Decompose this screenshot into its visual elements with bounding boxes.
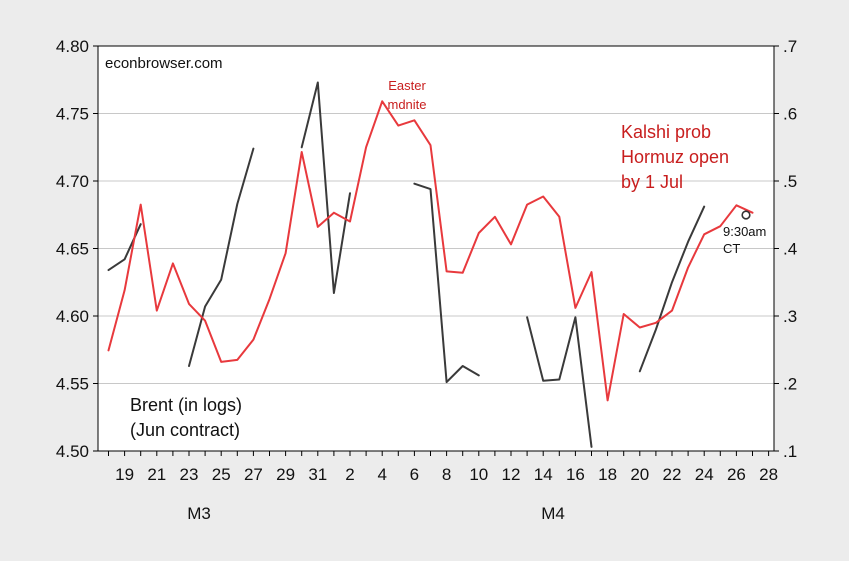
y-axis-left: 4.50 4.55 4.60 4.65 4.70 4.75 4.80 xyxy=(56,37,89,461)
y-left-tick-label: 4.75 xyxy=(56,105,89,124)
y-right-tick-label: .3 xyxy=(783,307,797,326)
y-right-tick-label: .1 xyxy=(783,442,797,461)
x-tick-label: 19 xyxy=(115,465,134,484)
y-right-tick-label: .2 xyxy=(783,375,797,394)
x-tick-label: 31 xyxy=(308,465,327,484)
y-right-tick-label: .6 xyxy=(783,105,797,124)
watermark: econbrowser.com xyxy=(105,55,223,72)
x-tick-label: 6 xyxy=(410,465,419,484)
x-tick-label: 14 xyxy=(534,465,553,484)
x-tick-label: 18 xyxy=(598,465,617,484)
x-tick-label: 24 xyxy=(695,465,714,484)
x-tick-label: 20 xyxy=(630,465,649,484)
kalshi-label-line2: Hormuz open xyxy=(621,147,729,167)
x-tick-label: 8 xyxy=(442,465,451,484)
brent-series-line xyxy=(526,316,593,448)
kalshi-label-line1: Kalshi prob xyxy=(621,122,711,142)
kalshi-series-line xyxy=(107,100,754,402)
x-tick-label: 2 xyxy=(345,465,354,484)
brent-series-line xyxy=(300,81,351,294)
axis-ticks xyxy=(93,45,779,456)
x-tick-label: 29 xyxy=(276,465,295,484)
x-group-label-m3: M3 xyxy=(187,504,211,523)
y-right-tick-label: .4 xyxy=(783,240,797,259)
x-tick-label: 28 xyxy=(759,465,778,484)
time-label-line1: 9:30am xyxy=(723,224,766,239)
y-right-tick-label: .5 xyxy=(783,172,797,191)
y-left-tick-label: 4.60 xyxy=(56,307,89,326)
brent-series-line xyxy=(638,205,706,373)
kalshi-label-line3: by 1 Jul xyxy=(621,172,683,192)
time-label-line2: CT xyxy=(723,241,740,256)
brent-label-line1: Brent (in logs) xyxy=(130,395,242,415)
x-group-label-m4: M4 xyxy=(541,504,565,523)
x-axis: 19 21 23 25 27 29 31 2 4 6 8 10 12 14 16 18 20 22 24 26 28 xyxy=(115,465,778,484)
y-left-tick-label: 4.50 xyxy=(56,442,89,461)
easter-annotation-line2: mdnite xyxy=(387,97,426,112)
brent-series-line xyxy=(413,182,480,384)
last-observation-marker xyxy=(741,210,751,220)
x-tick-label: 21 xyxy=(147,465,166,484)
y-right-tick-label: .7 xyxy=(783,37,797,56)
brent-series-line xyxy=(188,147,255,367)
x-tick-label: 10 xyxy=(469,465,488,484)
x-tick-label: 25 xyxy=(212,465,231,484)
y-left-tick-label: 4.80 xyxy=(56,37,89,56)
y-left-tick-label: 4.55 xyxy=(56,375,89,394)
x-tick-label: 26 xyxy=(727,465,746,484)
x-tick-label: 4 xyxy=(377,465,386,484)
x-tick-label: 27 xyxy=(244,465,263,484)
y-axis-right: .1 .2 .3 .4 .5 .6 .7 xyxy=(783,37,797,461)
y-left-tick-label: 4.70 xyxy=(56,172,89,191)
brent-label-line2: (Jun contract) xyxy=(130,420,240,440)
y-left-tick-label: 4.65 xyxy=(56,240,89,259)
x-tick-label: 23 xyxy=(180,465,199,484)
x-tick-label: 16 xyxy=(566,465,585,484)
series-layer xyxy=(107,81,754,448)
easter-annotation-line1: Easter xyxy=(388,78,426,93)
x-tick-label: 22 xyxy=(663,465,682,484)
x-tick-label: 12 xyxy=(502,465,521,484)
